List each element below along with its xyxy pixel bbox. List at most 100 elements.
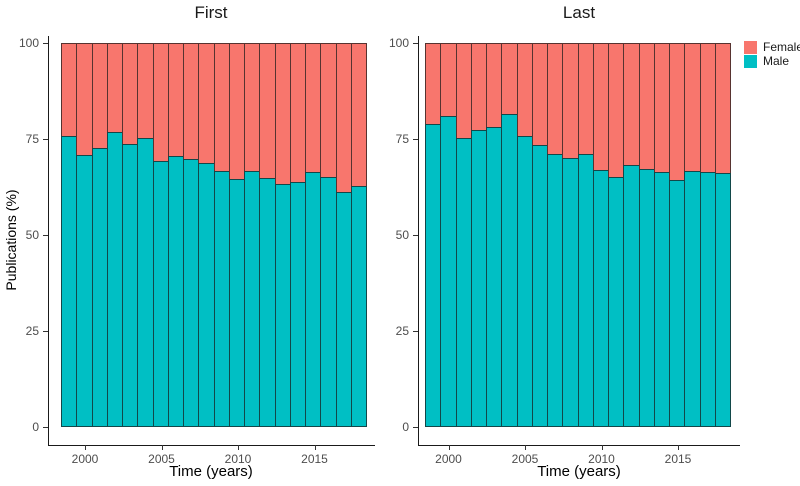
bar-segment-male xyxy=(684,170,701,427)
bar-2004 xyxy=(137,43,154,427)
y-tick-label: 75 xyxy=(25,132,39,146)
legend-item-female: Female xyxy=(744,41,800,54)
bar-1999 xyxy=(425,43,442,427)
bar-2016 xyxy=(320,43,337,427)
bars-container-last xyxy=(425,43,731,427)
bar-2013 xyxy=(274,43,291,427)
bar-segment-male xyxy=(320,177,337,427)
bar-2000 xyxy=(440,43,457,427)
bar-segment-female xyxy=(305,43,322,173)
bar-segment-male xyxy=(623,164,640,427)
bar-2007 xyxy=(183,43,200,427)
y-tick-mark xyxy=(413,331,418,332)
legend: Female Male xyxy=(744,41,800,69)
bar-segment-male xyxy=(228,179,245,427)
bar-segment-male xyxy=(91,147,108,427)
bar-segment-female xyxy=(91,43,108,149)
bar-segment-male xyxy=(638,168,655,427)
bar-segment-male xyxy=(183,159,200,427)
bar-segment-female xyxy=(562,43,579,160)
bar-segment-male xyxy=(259,177,276,427)
bar-segment-female xyxy=(440,43,457,118)
y-tick-label: 25 xyxy=(25,324,39,338)
bar-2002 xyxy=(470,43,487,427)
bar-segment-female xyxy=(638,43,655,170)
bar-segment-male xyxy=(106,132,123,427)
bar-segment-female xyxy=(106,43,123,134)
bar-segment-male xyxy=(76,155,93,427)
bar-segment-male xyxy=(167,155,184,427)
bar-segment-male xyxy=(198,163,215,427)
x-tick-mark xyxy=(678,445,679,450)
bar-segment-female xyxy=(669,43,686,181)
y-tick-mark xyxy=(43,139,48,140)
bar-segment-male xyxy=(440,116,457,427)
female-swatch-icon xyxy=(744,41,757,54)
bar-segment-male xyxy=(653,172,670,427)
bar-segment-male xyxy=(61,136,78,427)
bar-segment-male xyxy=(305,171,322,427)
x-tick-mark xyxy=(238,445,239,450)
x-tick-label: 2010 xyxy=(588,452,615,466)
bar-segment-female xyxy=(608,43,625,179)
bar-segment-male xyxy=(274,184,291,427)
bar-segment-female xyxy=(198,43,215,165)
bar-2008 xyxy=(198,43,215,427)
y-tick-label: 50 xyxy=(395,228,409,242)
x-tick-label: 2010 xyxy=(224,452,252,466)
bar-segment-male xyxy=(335,191,352,427)
bar-segment-female xyxy=(623,43,640,166)
x-axis-line xyxy=(48,445,375,446)
bar-segment-female xyxy=(470,43,487,131)
bar-segment-male xyxy=(350,186,367,427)
bar-segment-male xyxy=(122,143,139,427)
bar-segment-female xyxy=(486,43,503,129)
bar-2004 xyxy=(501,43,518,427)
bar-segment-female xyxy=(684,43,701,172)
bar-2009 xyxy=(577,43,594,427)
bar-segment-male xyxy=(137,138,154,427)
y-tick-mark xyxy=(43,235,48,236)
bar-2014 xyxy=(289,43,306,427)
y-tick-label: 75 xyxy=(395,132,409,146)
bar-segment-male xyxy=(699,172,716,427)
bar-segment-female xyxy=(577,43,594,155)
bar-2017 xyxy=(699,43,716,427)
x-tick-label: 2000 xyxy=(435,452,462,466)
bar-2001 xyxy=(91,43,108,427)
bar-2010 xyxy=(592,43,609,427)
bar-2003 xyxy=(486,43,503,427)
bar-segment-female xyxy=(274,43,291,186)
bar-2000 xyxy=(76,43,93,427)
bar-segment-female xyxy=(244,43,261,172)
bar-segment-male xyxy=(470,129,487,427)
bar-2008 xyxy=(562,43,579,427)
panel-title-first: First xyxy=(194,3,228,22)
y-tick-mark xyxy=(43,43,48,44)
bar-2002 xyxy=(106,43,123,427)
bar-segment-female xyxy=(320,43,337,179)
bar-2012 xyxy=(623,43,640,427)
bar-2014 xyxy=(653,43,670,427)
bar-segment-female xyxy=(137,43,154,139)
bar-segment-male xyxy=(608,177,625,427)
y-tick-mark xyxy=(413,427,418,428)
bar-segment-female xyxy=(289,43,306,184)
bar-2012 xyxy=(259,43,276,427)
x-tick-mark xyxy=(314,445,316,450)
bar-segment-male xyxy=(244,170,261,427)
bar-segment-female xyxy=(228,43,245,181)
bar-segment-female xyxy=(699,43,716,174)
bar-segment-male xyxy=(592,169,609,427)
bar-segment-male xyxy=(669,179,686,427)
bar-segment-male xyxy=(577,153,594,427)
x-tick-mark xyxy=(448,445,450,450)
bar-segment-female xyxy=(531,43,548,146)
bar-segment-female xyxy=(501,43,518,115)
bar-segment-female xyxy=(76,43,93,157)
y-tick-label: 0 xyxy=(402,420,409,434)
bar-segment-male xyxy=(425,123,442,427)
x-tick-mark xyxy=(85,445,86,450)
bar-segment-female xyxy=(350,43,367,188)
bar-2005 xyxy=(516,43,533,427)
